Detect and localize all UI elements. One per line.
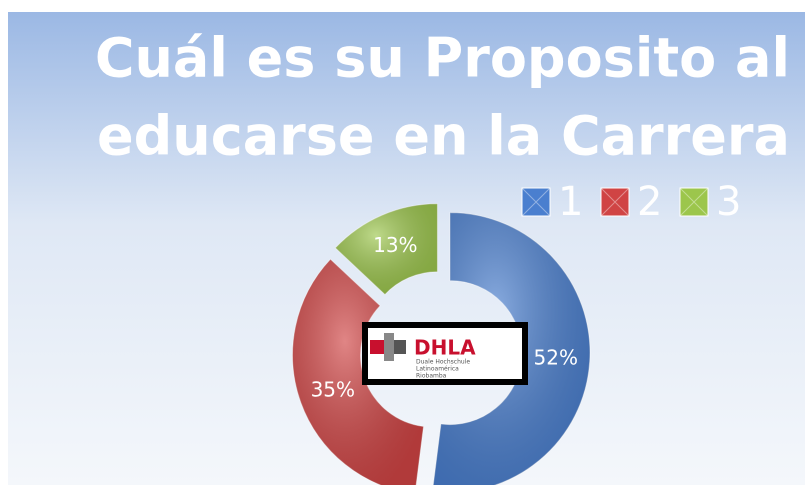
logo-icon (394, 340, 406, 354)
chart-title: Cuál es su Proposito al (95, 27, 790, 90)
legend-swatch (521, 187, 551, 217)
logo-name: DHLA (414, 336, 476, 360)
logo-text: Riobamba (416, 373, 447, 380)
logo-icon (384, 333, 394, 361)
legend-swatch-shine (600, 187, 630, 217)
legend-label: 1 (558, 179, 583, 225)
legend-swatch-shine (679, 187, 709, 217)
data-label: 35% (311, 377, 355, 401)
logo-text: Duale Hochschule (416, 359, 470, 366)
data-label: 52% (534, 346, 578, 370)
logo-icon (370, 340, 384, 354)
legend-label: 2 (637, 179, 662, 225)
data-label: 13% (373, 233, 417, 257)
legend-swatch (600, 187, 630, 217)
logo-text: Latinoamérica (416, 366, 459, 373)
legend-swatch (679, 187, 709, 217)
slice-shine (433, 212, 590, 485)
legend-label: 3 (716, 179, 741, 225)
logo: DHLA Duale Hochschule Latinoamérica Riob… (362, 322, 528, 385)
slice-shine (292, 259, 424, 485)
chart-title: educarse en la Carrera (97, 105, 790, 168)
slice-shine (335, 203, 438, 295)
legend-swatch-shine (521, 187, 551, 217)
